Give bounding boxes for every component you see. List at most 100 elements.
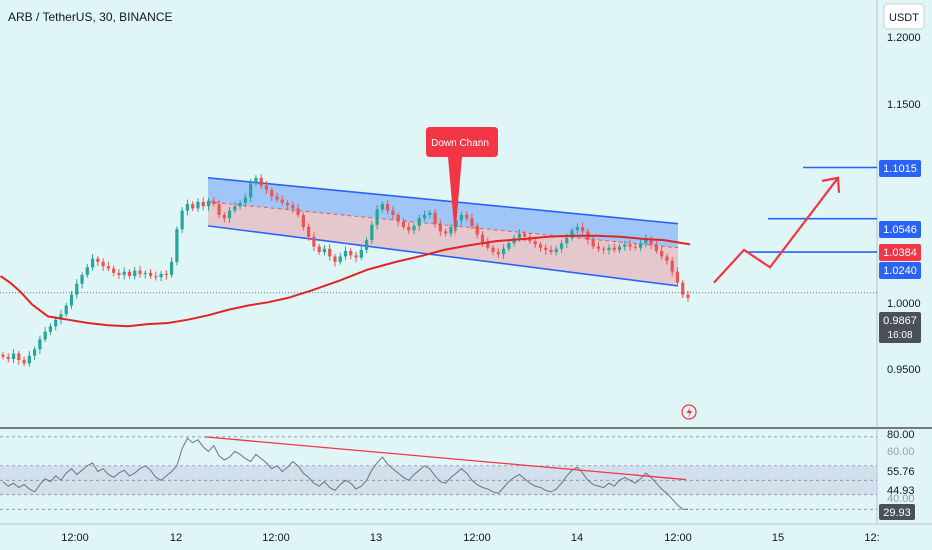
candle-body [628, 244, 632, 247]
candle-body [11, 353, 16, 359]
currency-button[interactable]: USDT [883, 3, 925, 30]
candle-body [617, 246, 622, 250]
candle-body [106, 266, 110, 269]
callout-label: Down Chann [431, 138, 489, 149]
candle-body [122, 271, 126, 275]
time-label: 13 [370, 532, 382, 544]
candle-body [686, 294, 690, 298]
candle-body [544, 247, 548, 250]
candle-body [538, 244, 543, 248]
time-label: 15 [772, 532, 784, 544]
candle-body [375, 209, 379, 225]
channel-lower-line[interactable] [207, 225, 679, 287]
candle-body [317, 246, 321, 253]
candle-body [665, 256, 669, 261]
candle-body [33, 349, 37, 356]
candle-body [101, 261, 105, 267]
candle-body [338, 256, 342, 262]
candle-body [407, 226, 411, 231]
candle-body [75, 283, 79, 295]
candle-body [180, 210, 184, 230]
candle-body [549, 249, 553, 253]
candle-body [359, 249, 363, 258]
price-tick: 0.9500 [887, 364, 921, 376]
candle-body [201, 201, 205, 207]
candle-body [675, 271, 680, 283]
candle-body [449, 226, 453, 234]
candle-body [328, 248, 332, 257]
candle-body [501, 248, 506, 255]
candle-body [444, 231, 448, 234]
candle-body [69, 294, 74, 306]
projection-arrow-head [821, 176, 841, 193]
level-badge-1-0546[interactable]: 1.0546 [879, 221, 921, 238]
candle-body [465, 214, 469, 219]
candle-body [233, 206, 237, 211]
candle-body [559, 243, 564, 249]
channel-mid-line [207, 201, 679, 249]
candle-body [486, 242, 490, 248]
candle-body [438, 223, 442, 232]
candle-body [222, 214, 226, 219]
candle-body [264, 185, 269, 190]
chart-title: ARB / TetherUS, 30, BINANCE [8, 10, 173, 24]
candle-body [85, 267, 89, 275]
svg-text:1.1015: 1.1015 [883, 163, 917, 175]
candle-body [554, 248, 558, 253]
candle-body [238, 202, 242, 207]
candle-body [227, 210, 232, 219]
candle-body [217, 204, 221, 215]
ma-value-badge[interactable]: 1.0384 [879, 244, 921, 261]
candle-body [607, 247, 611, 250]
candle-body [581, 226, 585, 232]
rsi-trendline[interactable] [204, 436, 687, 481]
candle-body [649, 238, 653, 245]
candle-body [575, 226, 579, 231]
candle-body [333, 256, 337, 262]
candle-body [475, 225, 479, 235]
candle-body [43, 331, 47, 340]
time-label: 12: [864, 532, 879, 544]
svg-text:1.0546: 1.0546 [883, 224, 917, 236]
candle-body [117, 272, 121, 275]
time-label: 12:00 [664, 532, 692, 544]
candle-body [349, 250, 353, 256]
candle-body [127, 271, 132, 277]
candle-body [343, 250, 348, 257]
candle-body [417, 218, 421, 226]
candle-body [164, 273, 168, 275]
down-channel-callout[interactable]: Down Chann [426, 127, 498, 237]
moving-average-line[interactable] [0, 234, 691, 328]
candle-body [54, 319, 58, 327]
time-label: 14 [571, 532, 583, 544]
candle-body [681, 282, 685, 295]
candle-body [38, 339, 42, 350]
candle-body [391, 210, 395, 215]
candle-body [428, 212, 432, 215]
candle-body [623, 244, 627, 247]
candle-body [644, 238, 648, 244]
current-price-badge[interactable]: 0.9867 16:08 [879, 312, 921, 343]
candle-body [175, 229, 179, 262]
lightning-icon[interactable] [681, 404, 697, 420]
candle-body [459, 214, 464, 221]
level-badge-1-0240[interactable]: 1.0240 [879, 262, 921, 279]
candle-body [412, 225, 416, 231]
candle-body [249, 183, 253, 198]
level-badge-1-1015[interactable]: 1.1015 [879, 160, 921, 177]
candle-body [64, 305, 68, 315]
projection-arrow-path[interactable] [713, 177, 839, 284]
candle-body [660, 250, 664, 257]
candle-body [285, 202, 290, 206]
channel-upper-line[interactable] [207, 177, 679, 225]
rsi-value-badge[interactable]: 29.93 [879, 504, 915, 520]
candle-body [612, 247, 616, 250]
bar-countdown: 16:08 [887, 330, 912, 341]
rsi-tick: 44.93 [887, 485, 915, 497]
currency-label: USDT [889, 12, 919, 24]
candle-body [270, 189, 274, 197]
price-tick: 1.2000 [887, 32, 921, 44]
horizontal-levels [746, 166, 877, 253]
candle-body [27, 355, 31, 364]
